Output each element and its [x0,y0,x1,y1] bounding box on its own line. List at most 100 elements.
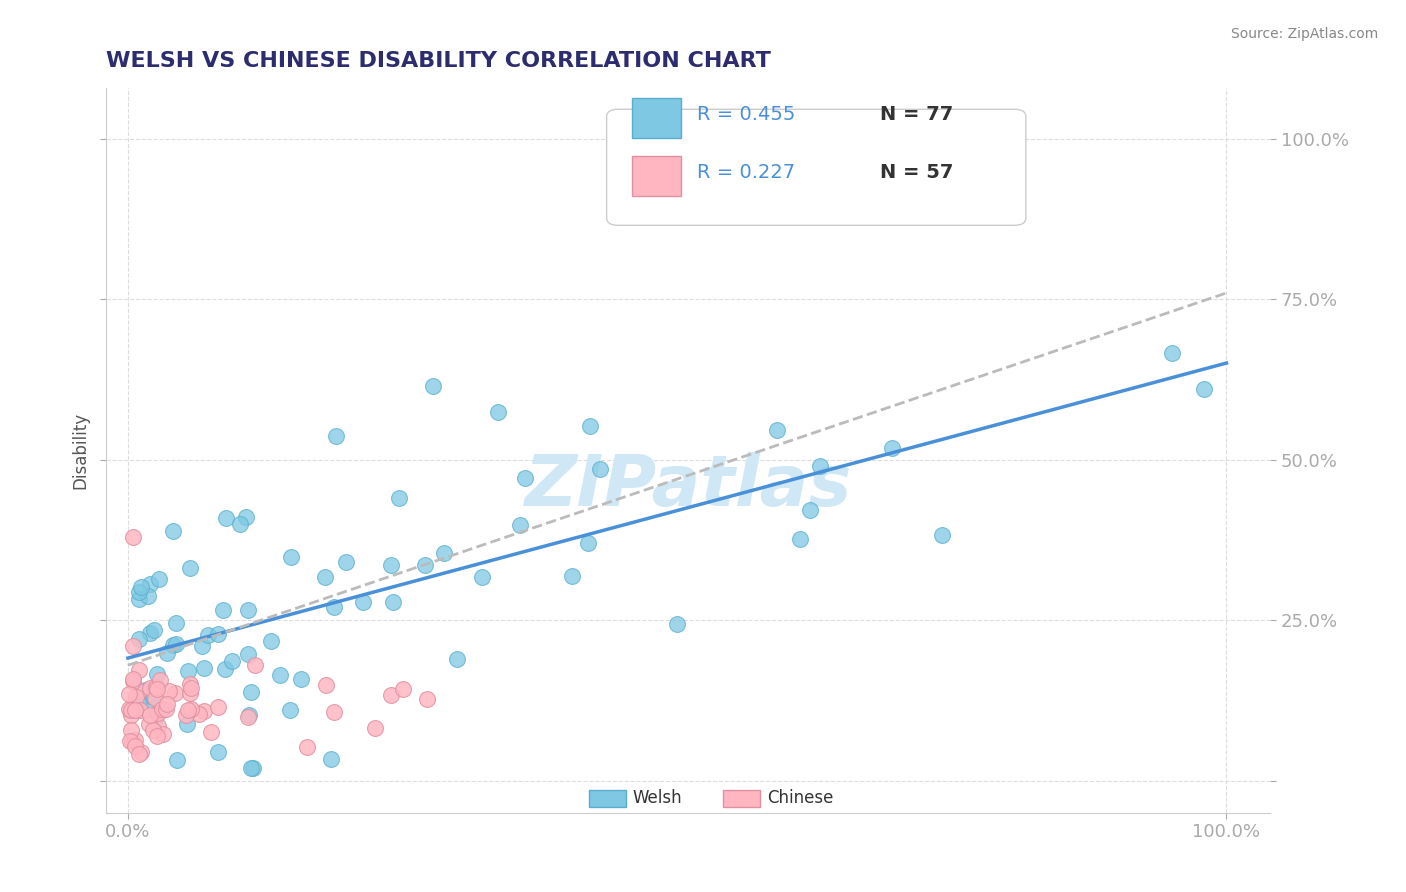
Chinese [128,747,150,762]
Welsh [156,646,179,660]
Chinese [159,683,181,698]
Welsh [143,623,166,637]
Welsh [238,647,260,661]
Welsh [278,703,301,717]
Chinese [146,706,169,721]
Welsh [179,561,201,575]
Welsh [176,717,198,731]
Welsh [380,558,402,572]
Text: R = 0.455: R = 0.455 [697,105,796,124]
Welsh [235,509,257,524]
Welsh [242,761,264,775]
Welsh [146,666,169,681]
Welsh [789,532,811,546]
Welsh [239,761,262,775]
Welsh [319,752,342,766]
Welsh [139,626,162,640]
Welsh [513,470,536,484]
Chinese [138,716,160,731]
Text: Source: ZipAtlas.com: Source: ZipAtlas.com [1230,27,1378,41]
Chinese [156,697,179,711]
Chinese [120,708,142,723]
Welsh [193,661,215,675]
Welsh [207,745,229,759]
Welsh [131,580,153,594]
Chinese [174,707,197,722]
Chinese [120,734,142,748]
Welsh [388,491,411,505]
Welsh [148,572,170,586]
Welsh [290,672,312,686]
Welsh [352,595,374,609]
Chinese [380,688,402,702]
Welsh [165,616,187,631]
Chinese [121,673,143,687]
Welsh [322,600,344,615]
Welsh [446,652,468,666]
Chinese [146,681,169,696]
Welsh [221,654,243,668]
Chinese [121,734,143,748]
Chinese [122,639,145,653]
Welsh [191,639,214,653]
Welsh [128,695,150,709]
Chinese [124,732,146,747]
Welsh [1160,345,1182,359]
Welsh [128,692,150,706]
Welsh [422,379,444,393]
Chinese [297,739,319,754]
Chinese [149,705,172,719]
Y-axis label: Disability: Disability [72,411,89,489]
Welsh [236,603,259,617]
Welsh [314,569,336,583]
Chinese [139,681,162,695]
Chinese [145,680,167,694]
Chinese [142,723,165,737]
Welsh [280,549,302,564]
Chinese [128,664,150,678]
Welsh [214,662,236,676]
FancyBboxPatch shape [633,156,681,196]
Welsh [229,517,252,532]
Chinese [193,704,215,718]
Text: ZIPatlas: ZIPatlas [524,452,852,521]
Text: WELSH VS CHINESE DISABILITY CORRELATION CHART: WELSH VS CHINESE DISABILITY CORRELATION … [105,51,770,70]
Welsh [269,668,291,682]
Chinese [138,707,160,722]
Chinese [146,718,169,732]
Welsh [880,441,903,455]
Chinese [179,686,201,700]
Welsh [382,595,405,609]
Chinese [155,702,177,716]
FancyBboxPatch shape [606,110,1026,226]
Welsh [139,576,162,591]
Chinese [124,739,146,753]
Welsh [471,570,494,584]
Chinese [125,690,148,704]
Welsh [143,700,166,714]
Chinese [124,703,146,717]
Welsh [576,536,599,550]
Welsh [561,569,583,583]
Welsh [136,589,159,603]
Chinese [128,703,150,717]
Welsh [335,555,357,569]
FancyBboxPatch shape [723,789,761,807]
Welsh [589,462,612,476]
Welsh [207,627,229,641]
Welsh [433,546,456,560]
Welsh [212,603,235,617]
Chinese [131,745,153,759]
Chinese [236,710,259,724]
Chinese [120,703,142,717]
Welsh [765,424,787,438]
Welsh [128,584,150,599]
Welsh [143,712,166,726]
Welsh [808,458,831,473]
Chinese [118,687,141,701]
Welsh [1194,383,1216,397]
Chinese [315,678,337,692]
Text: R = 0.227: R = 0.227 [697,163,796,182]
Welsh [165,637,187,651]
Chinese [145,729,167,743]
